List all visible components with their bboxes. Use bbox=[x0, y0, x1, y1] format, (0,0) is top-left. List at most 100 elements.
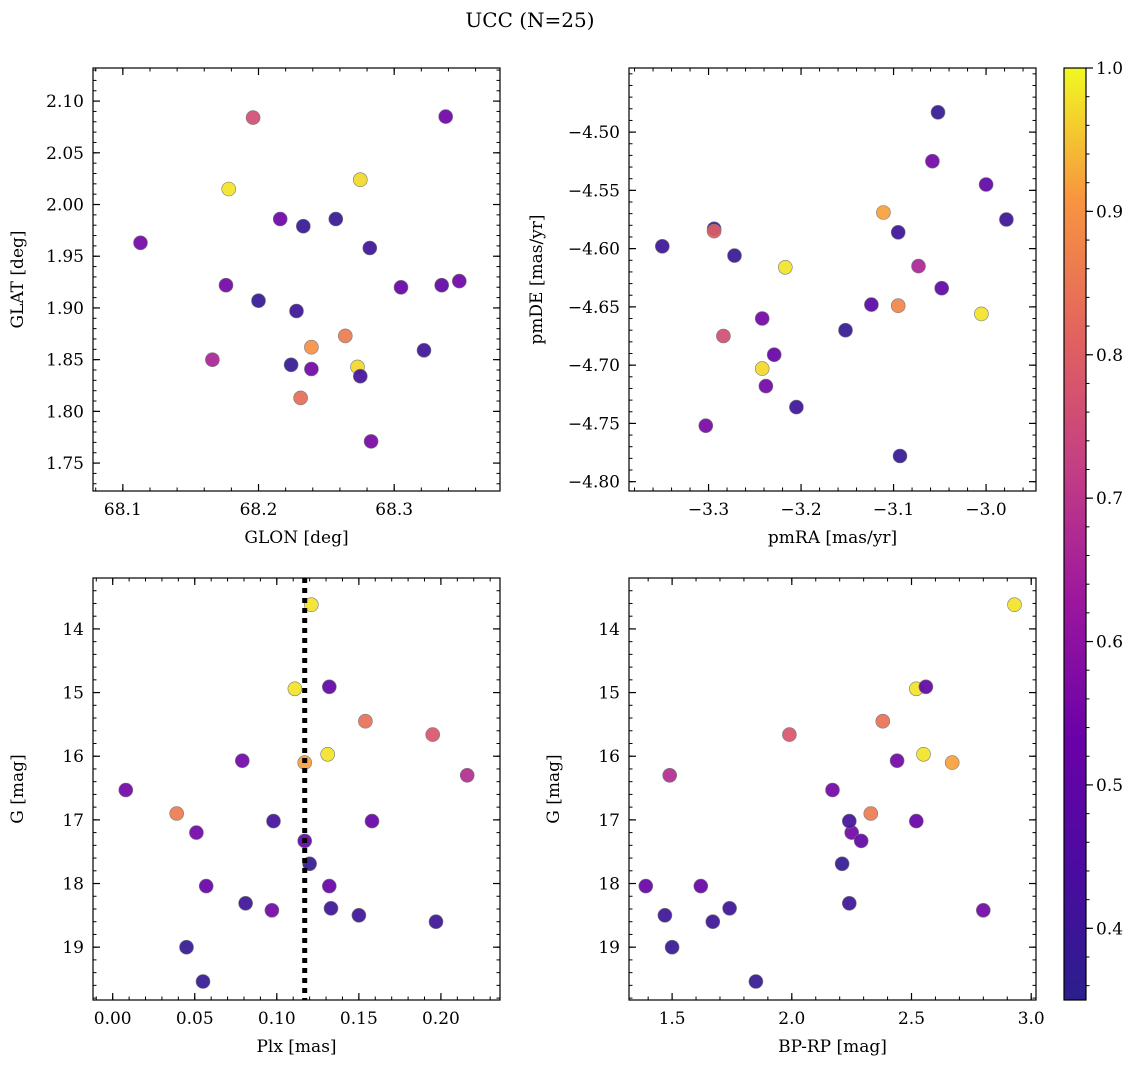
scatter-point bbox=[287, 681, 303, 697]
scatter-point bbox=[425, 727, 441, 742]
scatter-point bbox=[754, 361, 770, 376]
y-tick-label: 14 bbox=[62, 620, 84, 640]
x-axis-label: GLON [deg] bbox=[244, 528, 348, 548]
y-tick-label: 1.75 bbox=[46, 454, 84, 474]
scatter-point bbox=[364, 813, 380, 829]
y-tick-label: 19 bbox=[62, 938, 84, 958]
scatter-point bbox=[303, 597, 319, 613]
panel-plx-g: 0.00 0.05 0.10 0.15 0.20 14 15 16 17 18 19 Plx [mas… bbox=[8, 577, 501, 1057]
x-tick-label: 2.5 bbox=[898, 1009, 925, 1029]
scatter-point bbox=[293, 390, 308, 406]
scatter-point bbox=[706, 223, 722, 239]
colorbar-tick-label: 0.5 bbox=[1096, 776, 1123, 796]
scatter-point bbox=[321, 679, 337, 695]
y-tick-label: 1.95 bbox=[46, 247, 84, 267]
scatter-point bbox=[221, 181, 236, 197]
x-tick-label: −3.2 bbox=[780, 500, 821, 520]
scatter-point bbox=[911, 258, 926, 274]
colorbar-tick-label: 0.9 bbox=[1096, 202, 1123, 222]
y-tick-label: 16 bbox=[598, 747, 620, 767]
colorbar-tick-label: 0.4 bbox=[1096, 919, 1123, 939]
scatter-point bbox=[722, 900, 737, 916]
scatter-point bbox=[934, 280, 950, 296]
x-tick-label: −3.3 bbox=[688, 500, 729, 520]
scatter-point bbox=[198, 878, 214, 894]
scatter-point bbox=[657, 907, 673, 923]
scatter-point bbox=[459, 767, 475, 783]
scatter-point bbox=[218, 277, 234, 293]
y-tick-label: 1.80 bbox=[46, 402, 84, 422]
scatter-point bbox=[664, 939, 680, 955]
colorbar-tick-label: 0.6 bbox=[1096, 633, 1123, 653]
colorbar-tick-label: 0.8 bbox=[1096, 346, 1123, 366]
x-tick-label: 1.5 bbox=[659, 1009, 686, 1029]
scatter-point bbox=[272, 211, 288, 227]
scatter-point bbox=[304, 339, 319, 355]
scatter-point bbox=[789, 399, 804, 415]
scatter-point bbox=[1007, 597, 1022, 613]
y-tick-label: −4.65 bbox=[568, 298, 620, 318]
y-tick-label: −4.80 bbox=[568, 473, 620, 493]
y-tick-label: −4.50 bbox=[568, 123, 620, 143]
y-tick-label: 16 bbox=[62, 747, 84, 767]
scatter-point bbox=[251, 293, 266, 309]
scatter-point bbox=[451, 273, 467, 289]
x-tick-label: 68.1 bbox=[104, 500, 142, 520]
y-tick-label: −4.70 bbox=[568, 356, 620, 376]
y-axis-label: pmDE [mas/yr] bbox=[527, 214, 547, 344]
scatter-point bbox=[295, 218, 311, 234]
x-tick-label: 0.15 bbox=[340, 1009, 378, 1029]
scatter-point bbox=[841, 895, 857, 911]
scatter-point bbox=[864, 297, 879, 312]
x-tick-label: −3.1 bbox=[873, 500, 914, 520]
scatter-point bbox=[978, 177, 994, 192]
scatter-point bbox=[727, 248, 742, 263]
y-tick-label: 17 bbox=[62, 811, 84, 831]
scatter-point bbox=[352, 172, 368, 187]
scatter-point bbox=[662, 767, 678, 783]
scatter-point bbox=[283, 357, 299, 373]
y-tick-label: −4.60 bbox=[568, 240, 620, 260]
axes-frame bbox=[92, 577, 501, 1001]
scatter-point bbox=[716, 328, 731, 344]
y-tick-label: 1.85 bbox=[46, 351, 84, 371]
scatter-point bbox=[863, 806, 879, 821]
scatter-point bbox=[892, 448, 908, 464]
y-tick-label: 18 bbox=[62, 875, 84, 895]
scatter-point bbox=[766, 347, 782, 363]
x-tick-label: 0.05 bbox=[176, 1009, 214, 1029]
panel-pm: −3.3 −3.2 −3.1 −3.0 −4.80 −4.75 −4.70 −4.65 −4.6… bbox=[527, 67, 1037, 548]
scatter-point bbox=[321, 878, 337, 894]
scatter-point bbox=[748, 974, 764, 989]
x-tick-label: 0.00 bbox=[94, 1009, 132, 1029]
y-tick-label: 2.10 bbox=[46, 92, 84, 112]
axes-frame bbox=[92, 67, 501, 492]
scatter-point bbox=[916, 746, 931, 762]
y-tick-label: −4.75 bbox=[568, 414, 620, 434]
y-tick-label: 2.00 bbox=[46, 196, 84, 216]
scatter-point bbox=[834, 856, 850, 872]
scatter-point bbox=[434, 277, 450, 293]
scatter-point bbox=[889, 753, 905, 769]
scatter-point bbox=[944, 755, 960, 770]
axes-frame bbox=[628, 67, 1037, 492]
scatter-point bbox=[363, 434, 379, 449]
scatter-point bbox=[754, 311, 770, 326]
scatter-point bbox=[705, 914, 721, 930]
scatter-point bbox=[918, 679, 934, 695]
x-tick-label: 0.10 bbox=[258, 1009, 296, 1029]
scatter-point bbox=[351, 907, 367, 923]
scatter-point bbox=[908, 813, 924, 829]
scatter-point bbox=[654, 239, 670, 254]
scatter-point bbox=[323, 900, 339, 916]
x-axis-label: Plx [mas] bbox=[256, 1037, 336, 1057]
scatter-point bbox=[875, 713, 891, 729]
scatter-point bbox=[133, 235, 148, 251]
scatter-point bbox=[638, 878, 654, 894]
scatter-point bbox=[975, 902, 991, 918]
scatter-point bbox=[352, 368, 368, 384]
y-tick-label: 2.05 bbox=[46, 144, 84, 164]
scatter-point bbox=[999, 212, 1014, 227]
scatter-point bbox=[235, 753, 250, 769]
scatter-point bbox=[289, 303, 304, 319]
